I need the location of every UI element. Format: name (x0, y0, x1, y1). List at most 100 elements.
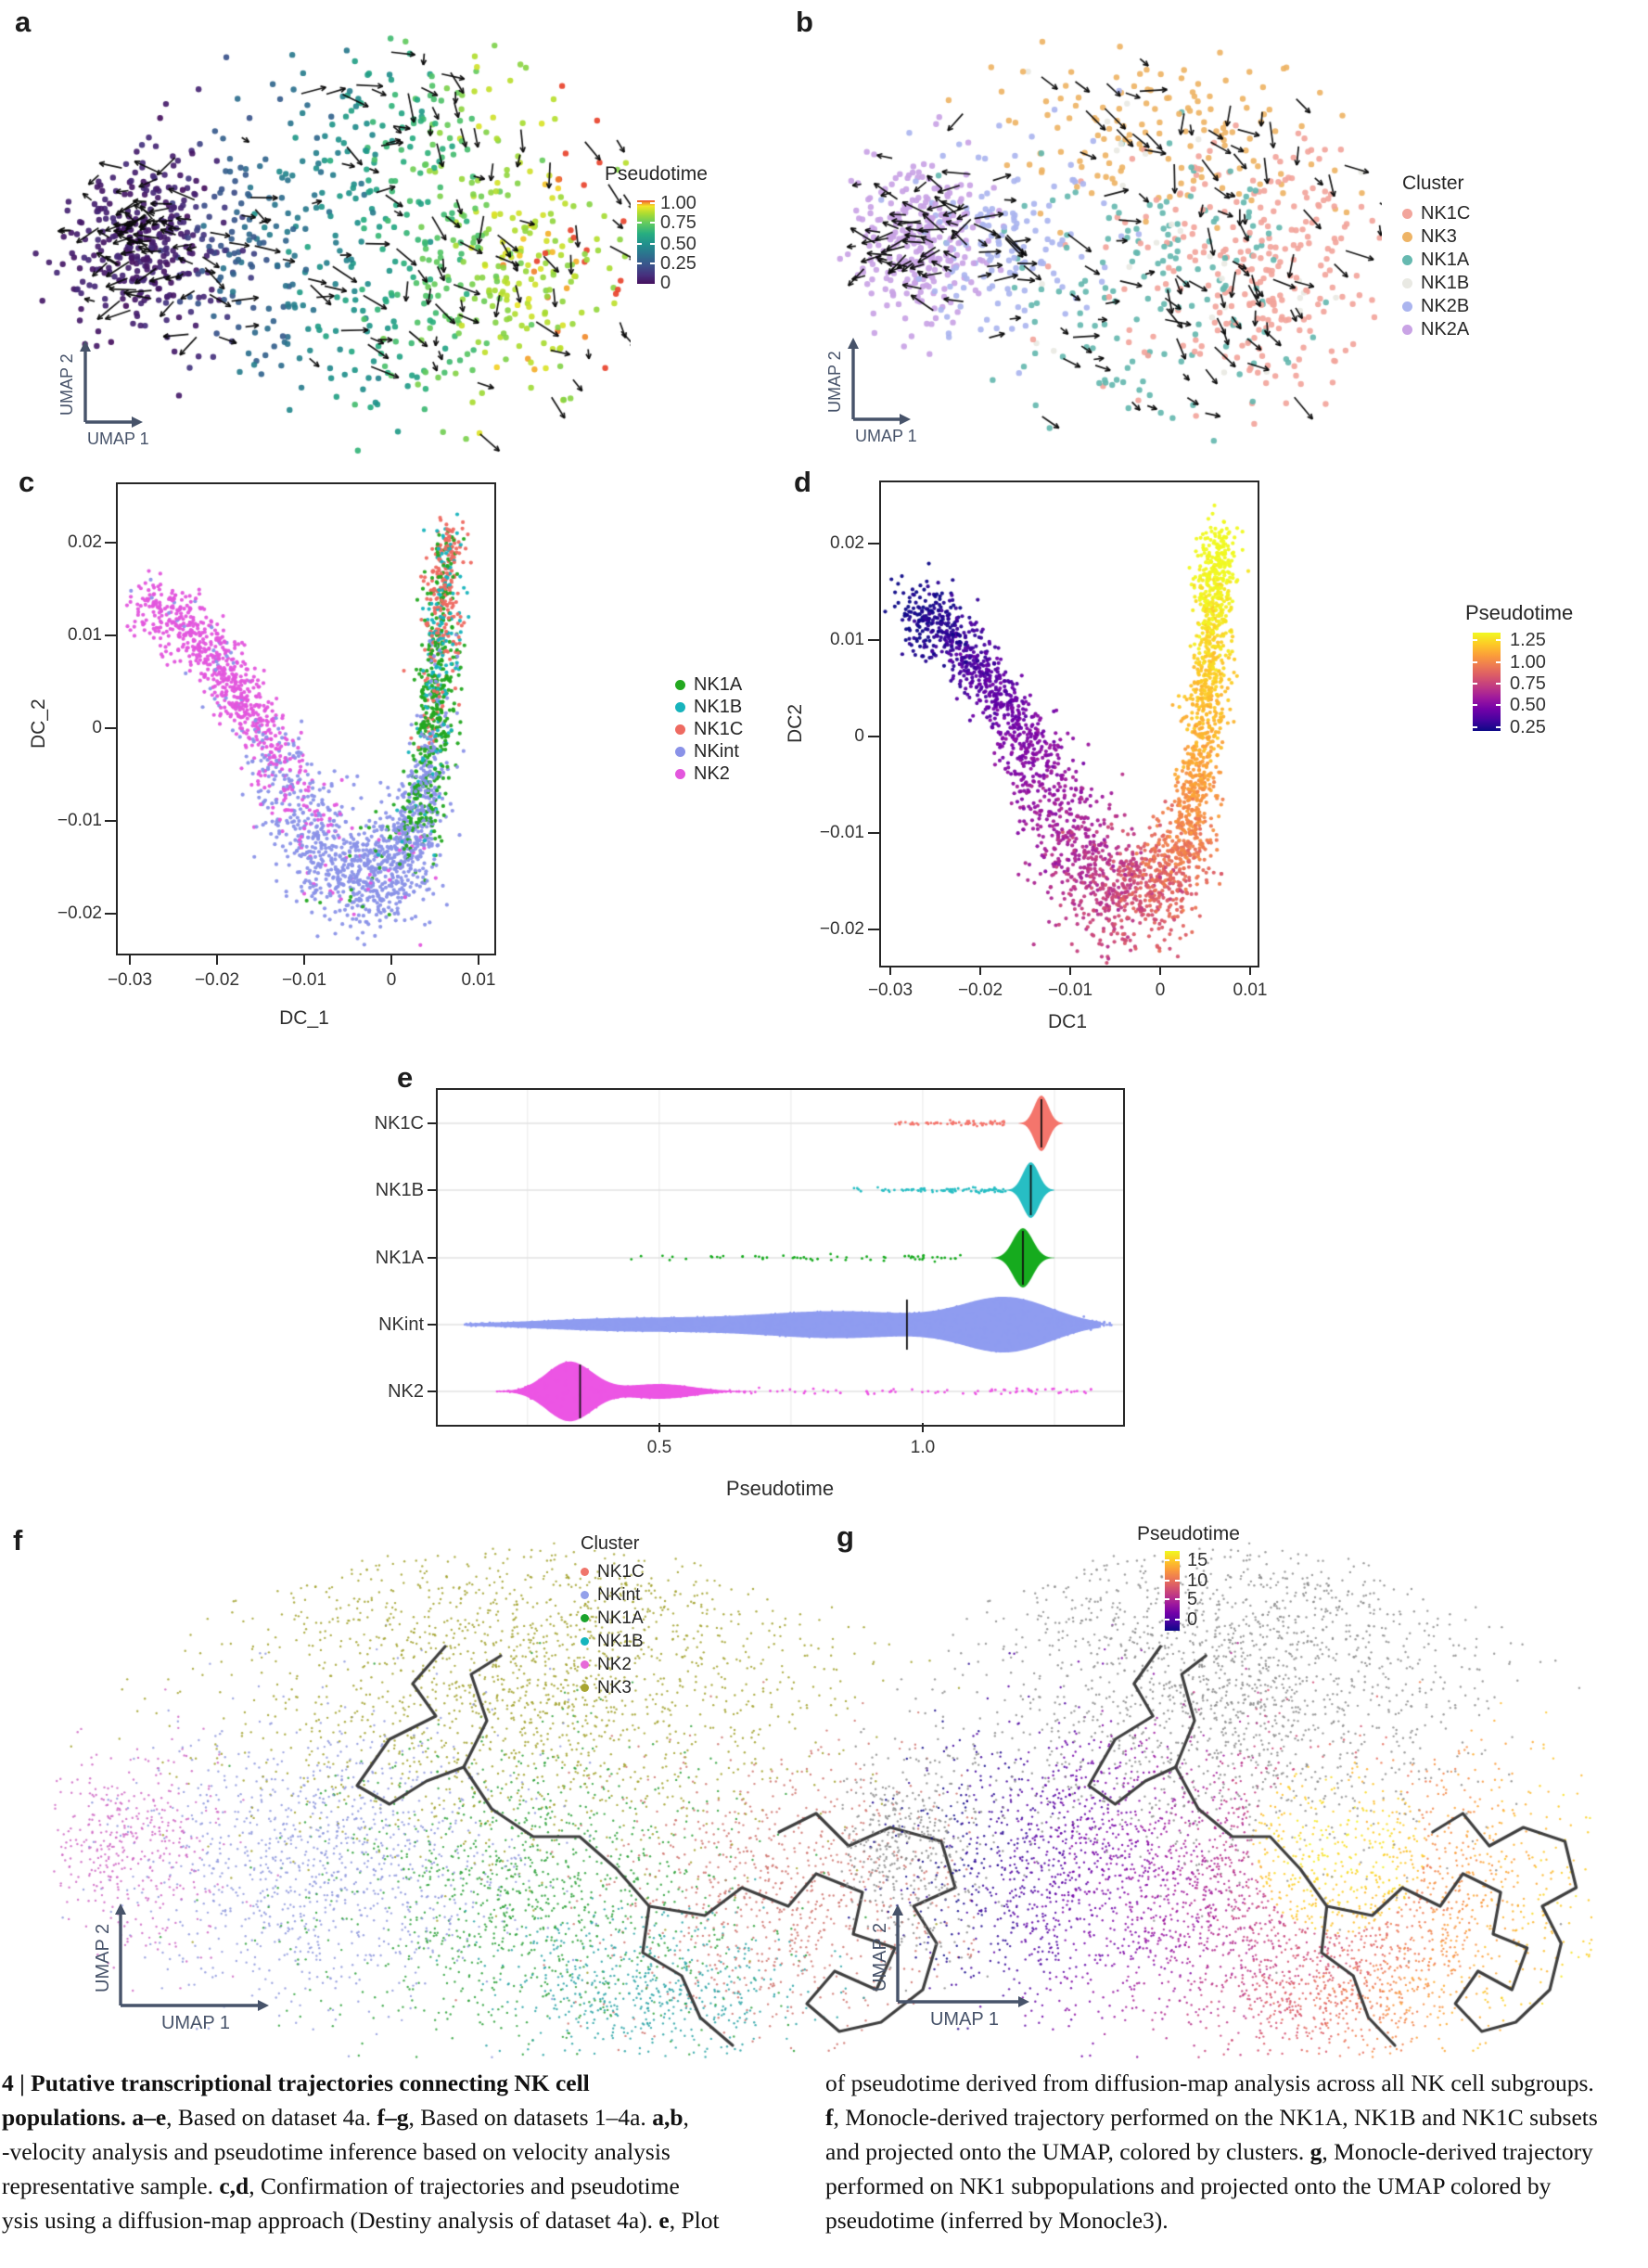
legend-label: NK1C (1421, 203, 1471, 224)
legend-dot (581, 1568, 589, 1576)
violin-category-tick (428, 1390, 436, 1392)
legend-item: NK1C (675, 718, 743, 740)
caption-line: and projected onto the UMAP, colored by … (825, 2134, 1646, 2169)
y-tick-label: 0.01 (68, 625, 102, 645)
caption-line: performed on NK1 subpopulations and proj… (825, 2169, 1646, 2203)
caption-text: c,d (219, 2172, 249, 2199)
umap1-axis-label: UMAP 1 (929, 2009, 1000, 2030)
caption-line: 4 | Putative transcriptional trajectorie… (2, 2066, 818, 2100)
caption-text: e (155, 2104, 167, 2131)
umap2-axis-label: UMAP 2 (57, 353, 76, 416)
caption-text: and projected onto the UMAP, colored by … (825, 2138, 1310, 2165)
y-tick-label: −0.02 (819, 919, 864, 939)
colorbar-tick-label: 0.50 (660, 233, 696, 254)
y-tick-label: 0.02 (68, 532, 102, 552)
violin-category-label: NK1A (375, 1248, 424, 1268)
umap1-axis-label: UMAP 1 (855, 427, 917, 445)
violin-category-label: NK2 (388, 1381, 424, 1402)
y-tick-mark (105, 727, 116, 729)
legend-label: NK1B (597, 1631, 644, 1651)
umap-axis-arrows (80, 340, 143, 428)
umap-velocity-pseudotime-plot (28, 26, 631, 457)
legend-title: Cluster (581, 1533, 640, 1554)
diffusion-map-cluster-frame (116, 482, 496, 955)
legend-label: NK2B (1421, 296, 1470, 316)
colorbar-tick (650, 222, 655, 224)
umap2-axis-label: UMAP 2 (93, 1923, 113, 1993)
caption-line: pseudotime (inferred by Monocle3). (825, 2203, 1646, 2237)
colorbar-tick (637, 222, 642, 224)
legend-dot (1402, 278, 1412, 288)
legend-dot (675, 724, 685, 735)
caption-text: ysis using a diffusion-map approach (Des… (2, 2207, 659, 2234)
caption-text: , (683, 2104, 689, 2131)
cluster-legend-b: Cluster NK1C NK3 NK1A NK1B NK2B NK2A (1402, 173, 1470, 341)
x-tick-label: −0.02 (957, 980, 1003, 1000)
colorbar-tick (637, 242, 642, 245)
figure-caption-right-column: of pseudotime derived from diffusion-map… (825, 2066, 1646, 2237)
legend-label: NK2A (1421, 319, 1470, 340)
violin-category-label: NKint (378, 1314, 424, 1335)
colorbar-tick (1496, 725, 1501, 728)
violin-category-label: NK1C (374, 1113, 424, 1134)
legend-item: NK3 (581, 1676, 645, 1699)
legend-dot (675, 679, 685, 690)
x-tick-label: −0.01 (281, 970, 327, 990)
legend-item: NK1B (581, 1630, 645, 1653)
e-x-axis-title: Pseudotime (725, 1477, 835, 1500)
caption-text: 4 | Putative transcriptional trajectorie… (2, 2069, 590, 2096)
y-tick-mark (868, 736, 879, 737)
umap1-axis-label: UMAP 1 (87, 429, 149, 448)
colorbar-tick (1473, 660, 1477, 663)
caption-text: populations. (2, 2104, 133, 2131)
caption-text: , Plot (669, 2207, 720, 2234)
y-tick-label: −0.01 (57, 811, 102, 830)
colorbar-tick-label: 10 (1187, 1570, 1208, 1591)
colorbar-tick (637, 201, 642, 204)
legend-dot (581, 1614, 589, 1622)
legend-item: NK1A (1402, 249, 1470, 272)
panel-label-f: f (13, 1524, 23, 1557)
legend-dot (675, 701, 685, 712)
legend-item: NK1A (581, 1607, 645, 1630)
y-tick-mark (105, 634, 116, 636)
legend-dot (1402, 232, 1412, 242)
x-tick-label: −0.01 (1047, 980, 1093, 1000)
colorbar-tick (650, 263, 655, 265)
umap-trajectory-cluster-plot (51, 1531, 978, 2059)
y-tick-mark (868, 639, 879, 641)
x-tick-mark (1069, 966, 1071, 975)
y-tick-mark (868, 832, 879, 834)
caption-text: a,b (652, 2104, 683, 2131)
cluster-legend-f: Cluster NK1C NKint NK1A NK1B NK2 NK3 (581, 1533, 645, 1699)
legend-label: NK1A (1421, 250, 1470, 270)
colorbar-tick-label: 1.00 (1510, 651, 1546, 673)
legend-item: NK2A (1402, 318, 1470, 341)
x-tick-mark (889, 966, 891, 975)
umap-axis-arrows (892, 1904, 1029, 2007)
legend-label: NKint (597, 1584, 641, 1605)
panel-label-e: e (397, 1061, 414, 1094)
pseudotime-colorbar-d: Pseudotime 1.25 1.00 0.75 0.50 0.25 (1465, 601, 1614, 759)
umap-axis-arrows (848, 338, 911, 425)
diffusion-map-cluster-plot (118, 484, 494, 954)
colorbar-tick (1496, 660, 1501, 663)
legend-item: NK1B (675, 696, 743, 718)
legend-dot (1402, 325, 1412, 335)
pseudotime-colorbar-a: Pseudotime 1.00 0.75 0.50 0.25 0 (605, 163, 725, 321)
legend-label: NK2 (597, 1654, 632, 1674)
legend-label: NK3 (597, 1677, 632, 1698)
x-tick-label: −0.03 (867, 980, 913, 1000)
colorbar-tick-label: 1.25 (1510, 630, 1546, 651)
caption-text: representative sample. (2, 2172, 220, 2199)
caption-text: a (132, 2104, 145, 2131)
colorbar-tick (1496, 639, 1501, 642)
violin-category-tick (428, 1189, 436, 1191)
legend-dot (1402, 209, 1412, 219)
umap2-axis-label: UMAP 2 (825, 351, 844, 414)
x-tick-mark (1159, 966, 1161, 975)
y-tick-label: 0 (854, 726, 864, 746)
y-tick-label: −0.02 (57, 903, 102, 923)
umap-trajectory-pseudotime-plot (839, 1531, 1595, 2059)
legend-label: NKint (694, 740, 739, 762)
